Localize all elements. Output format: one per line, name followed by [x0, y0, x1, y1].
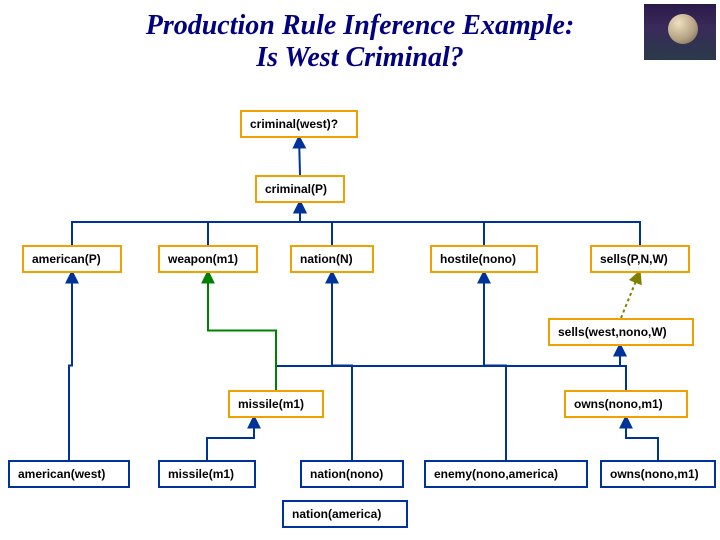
node-sw: sells(west,nono,W): [548, 318, 694, 346]
title-line-1: Production Rule Inference Example:: [146, 10, 575, 41]
edge-aw-am: [69, 271, 72, 460]
node-na: nation(america): [282, 500, 408, 528]
edge-sw-sp: [621, 271, 640, 318]
node-ho: hostile(nono): [430, 245, 538, 273]
edge-sp-cp: [300, 201, 640, 245]
node-am: american(P): [22, 245, 122, 273]
node-of: owns(nono,m1): [600, 460, 716, 488]
node-en: enemy(nono,america): [424, 460, 588, 488]
edge-ow-sw: [620, 344, 626, 390]
edge-mf-mm: [207, 416, 254, 460]
page-title: Production Rule Inference Example: Is We…: [0, 10, 720, 74]
node-mf: missile(m1): [158, 460, 256, 488]
edge-cp-q: [299, 136, 300, 175]
node-ow: owns(nono,m1): [564, 390, 688, 418]
edge-ho-cp: [300, 201, 484, 245]
node-nn: nation(N): [290, 245, 374, 273]
node-wm: weapon(m1): [158, 245, 258, 273]
node-mm: missile(m1): [228, 390, 324, 418]
edge-en-ho: [484, 271, 506, 460]
edge-nn-cp: [300, 201, 332, 245]
edge-nf-nn: [332, 271, 352, 460]
node-nf: nation(nono): [300, 460, 404, 488]
node-aw: american(west): [8, 460, 130, 488]
node-q: criminal(west)?: [240, 110, 358, 138]
edge-wm-cp: [208, 201, 300, 245]
node-sp: sells(P,N,W): [590, 245, 690, 273]
edge-mm-wm: [208, 271, 276, 390]
edge-am-cp: [72, 201, 300, 245]
title-line-2: Is West Criminal?: [256, 42, 463, 73]
edge-mm-sw: [276, 344, 620, 390]
edge-of-ow: [626, 416, 658, 460]
node-cp: criminal(P): [255, 175, 345, 203]
